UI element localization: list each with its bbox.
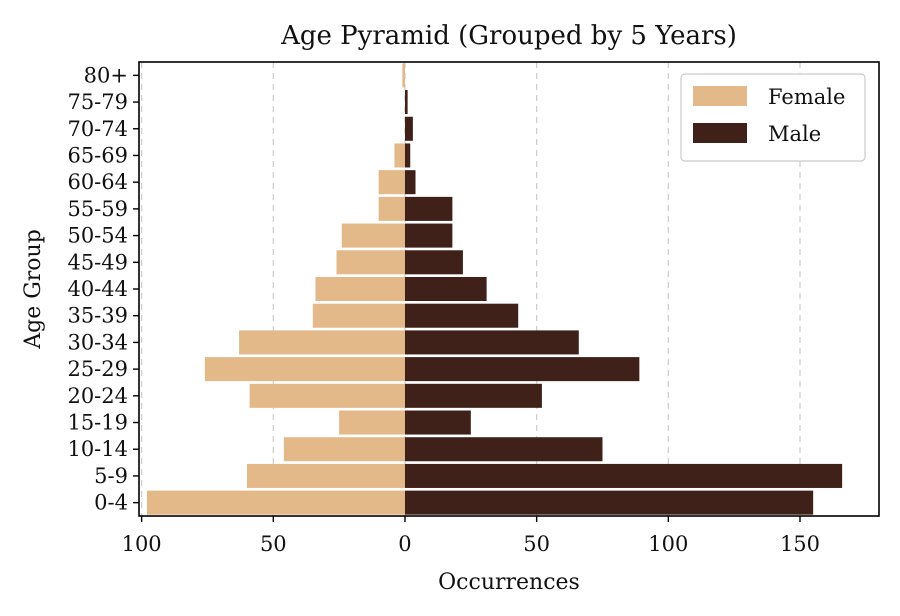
bar-male-60-64 <box>404 170 416 195</box>
legend-swatch-male <box>693 123 747 143</box>
y-tick-label: 50-54 <box>67 224 128 248</box>
bar-male-0-4 <box>404 490 814 515</box>
y-tick-label: 20-24 <box>67 384 128 408</box>
legend-label-female: Female <box>768 85 845 109</box>
bar-male-45-49 <box>404 250 463 275</box>
bar-male-10-14 <box>404 437 603 462</box>
x-tick-label: 100 <box>122 532 162 556</box>
chart-title: Age Pyramid (Grouped by 5 Years) <box>280 21 737 51</box>
bar-male-30-34 <box>404 330 579 355</box>
y-tick-label: 70-74 <box>67 117 128 141</box>
bar-male-50-54 <box>404 223 453 248</box>
bar-female-40-44 <box>315 276 405 302</box>
y-tick-label: 5-9 <box>94 464 128 488</box>
legend-label-male: Male <box>768 122 821 146</box>
y-tick-label: 30-34 <box>67 330 128 354</box>
y-tick-label: 35-39 <box>67 304 128 328</box>
bar-female-25-29 <box>204 357 405 382</box>
y-tick-label: 10-14 <box>67 437 128 461</box>
x-tick-label: 100 <box>648 532 688 556</box>
bar-female-5-9 <box>246 463 405 488</box>
bar-female-80+ <box>402 63 405 88</box>
bar-female-60-64 <box>378 170 405 195</box>
bar-male-65-69 <box>404 143 411 168</box>
x-tick-label: 0 <box>398 532 411 556</box>
bar-male-5-9 <box>404 463 843 488</box>
y-tick-label: 55-59 <box>67 197 128 221</box>
bar-male-20-24 <box>404 383 542 408</box>
bar-male-40-44 <box>404 276 487 302</box>
bar-male-55-59 <box>404 196 453 221</box>
x-axis-ticks: 100 50 0 50 100 150 <box>122 516 820 556</box>
bar-female-55-59 <box>378 196 405 221</box>
bar-female-45-49 <box>336 250 405 275</box>
bar-female-35-39 <box>312 303 405 328</box>
bar-female-0-4 <box>146 490 405 515</box>
y-tick-label: 25-29 <box>67 357 128 381</box>
legend: Female Male <box>680 73 866 162</box>
bar-male-75-79 <box>404 90 408 115</box>
y-tick-label: 40-44 <box>67 277 128 301</box>
bar-female-30-34 <box>239 330 405 355</box>
bar-female-65-69 <box>394 143 405 168</box>
bars <box>146 63 843 515</box>
x-axis-label: Occurrences <box>438 570 580 595</box>
y-tick-label: 65-69 <box>67 143 128 167</box>
x-tick-label: 50 <box>260 532 287 556</box>
x-tick-label: 50 <box>523 532 550 556</box>
bar-male-35-39 <box>404 303 519 328</box>
bar-male-15-19 <box>404 410 471 435</box>
bar-female-15-19 <box>339 410 405 435</box>
y-tick-label: 80+ <box>84 63 128 87</box>
bar-male-70-74 <box>404 116 413 141</box>
y-tick-label: 15-19 <box>67 411 128 435</box>
bar-female-50-54 <box>341 223 405 248</box>
y-tick-label: 0-4 <box>94 491 128 515</box>
bar-male-25-29 <box>404 357 640 382</box>
y-tick-label: 45-49 <box>67 250 128 274</box>
bar-female-10-14 <box>283 437 405 462</box>
y-axis-label: Age Group <box>21 229 46 350</box>
x-tick-label: 150 <box>780 532 820 556</box>
y-tick-label: 60-64 <box>67 170 128 194</box>
y-tick-label: 75-79 <box>67 90 128 114</box>
legend-swatch-female <box>693 86 747 106</box>
bar-female-20-24 <box>249 383 405 408</box>
